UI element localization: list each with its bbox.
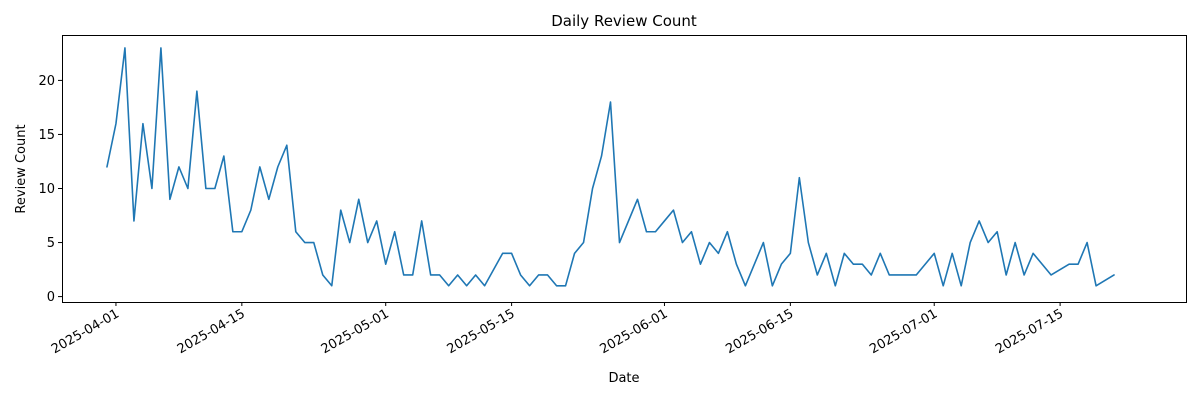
y-tick-label: 0 [47, 290, 55, 305]
plot-frame [62, 35, 1187, 303]
x-tick-label: 2025-04-15 [175, 306, 248, 357]
y-tick-label: 15 [38, 128, 55, 143]
x-axis-ticks: 2025-04-01 2025-04-15 2025-05-01 2025-05-15… [49, 302, 1066, 357]
x-tick-label: 2025-05-01 [319, 306, 392, 357]
x-tick-label: 2025-05-15 [445, 306, 518, 357]
y-tick-label: 5 [47, 236, 55, 251]
x-tick-label: 2025-06-15 [723, 306, 796, 357]
y-axis-ticks: 0 5 10 15 20 [38, 74, 62, 305]
x-tick-label: 2025-07-15 [993, 306, 1066, 357]
y-tick-label: 10 [38, 182, 55, 197]
y-axis-label: Review Count [14, 124, 29, 213]
y-tick-label: 20 [38, 74, 55, 89]
x-tick-label: 2025-07-01 [867, 306, 940, 357]
x-tick-label: 2025-06-01 [598, 306, 671, 357]
chart-title: Daily Review Count [551, 12, 697, 30]
series-line [106, 47, 1115, 287]
x-axis-label: Date [608, 371, 639, 386]
x-tick-label: 2025-04-01 [49, 306, 122, 357]
